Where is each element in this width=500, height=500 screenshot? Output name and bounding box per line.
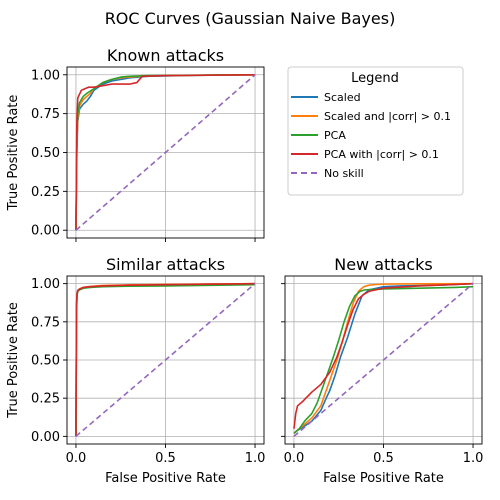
- x-axis-label: False Positive Rate: [323, 471, 444, 486]
- x-tick-label: 1.0: [245, 451, 266, 466]
- legend-label-pca: PCA: [324, 129, 346, 142]
- y-tick-label: 0.25: [31, 392, 60, 407]
- panel-title: Similar attacks: [106, 255, 225, 274]
- x-tick-label: 1.0: [463, 451, 484, 466]
- y-tick-label: 1.00: [31, 68, 60, 83]
- x-tick-label: 0.5: [373, 451, 394, 466]
- chart-panels: 0.00 0.25 0.50 0.75 1.00 Known attacks True Po…: [6, 46, 483, 486]
- y-tick-label: 0.00: [31, 224, 60, 239]
- series-line-no-skill: [293, 283, 474, 437]
- y-tick-label: 0.75: [31, 315, 60, 330]
- legend-title: Legend: [351, 71, 399, 86]
- series-line-no-skill: [75, 283, 256, 437]
- x-tick-label: 0.5: [155, 451, 176, 466]
- panel-similar-attacks: 0.0 0.5 1.0 0.00 0.25 0.50 0.75 1.00 Similar att…: [6, 255, 265, 486]
- series-line-pca: [293, 285, 474, 434]
- series-line-pca-with-corr-0-1: [75, 282, 256, 437]
- legend-label-no-skill: No skill: [324, 167, 364, 180]
- panel-known-attacks: 0.00 0.25 0.50 0.75 1.00 Known attacks True Po…: [6, 46, 265, 242]
- legend-label-pca-with-corr-0-1: PCA with |corr| > 0.1: [324, 148, 439, 161]
- panel-title: Known attacks: [107, 46, 224, 65]
- y-axis-label: True Positive Rate: [6, 95, 21, 212]
- x-tick-label: 0.0: [284, 451, 305, 466]
- y-tick-label: 1.00: [31, 277, 60, 292]
- series-line-no-skill: [75, 74, 256, 231]
- y-tick-label: 0.50: [31, 354, 60, 369]
- y-tick-label: 0.75: [31, 107, 60, 122]
- legend: Legend Scaled Scaled and |corr| > 0.1 PCA P…: [287, 66, 464, 196]
- x-tick-label: 0.0: [66, 451, 87, 466]
- legend-frame: [287, 66, 464, 196]
- panel-new-attacks: 0.0 0.5 1.0 New attacks False Positive Rate: [281, 255, 483, 486]
- panel-title: New attacks: [334, 255, 433, 274]
- figure-suptitle: ROC Curves (Gaussian Naive Bayes): [105, 9, 396, 28]
- legend-label-scaled: Scaled: [324, 91, 361, 104]
- y-tick-label: 0.00: [31, 430, 60, 445]
- y-axis-label: True Positive Rate: [6, 302, 21, 419]
- series-line-pca-with-corr-0-1: [75, 73, 256, 231]
- y-tick-label: 0.25: [31, 185, 60, 200]
- series-line-pca-with-corr-0-1: [293, 282, 474, 429]
- legend-items: Scaled Scaled and |corr| > 0.1 PCA PCA with…: [291, 91, 451, 180]
- y-tick-label: 0.50: [31, 146, 60, 161]
- legend-label-scaled-and-corr-0-1: Scaled and |corr| > 0.1: [324, 110, 451, 123]
- x-axis-label: False Positive Rate: [105, 471, 226, 486]
